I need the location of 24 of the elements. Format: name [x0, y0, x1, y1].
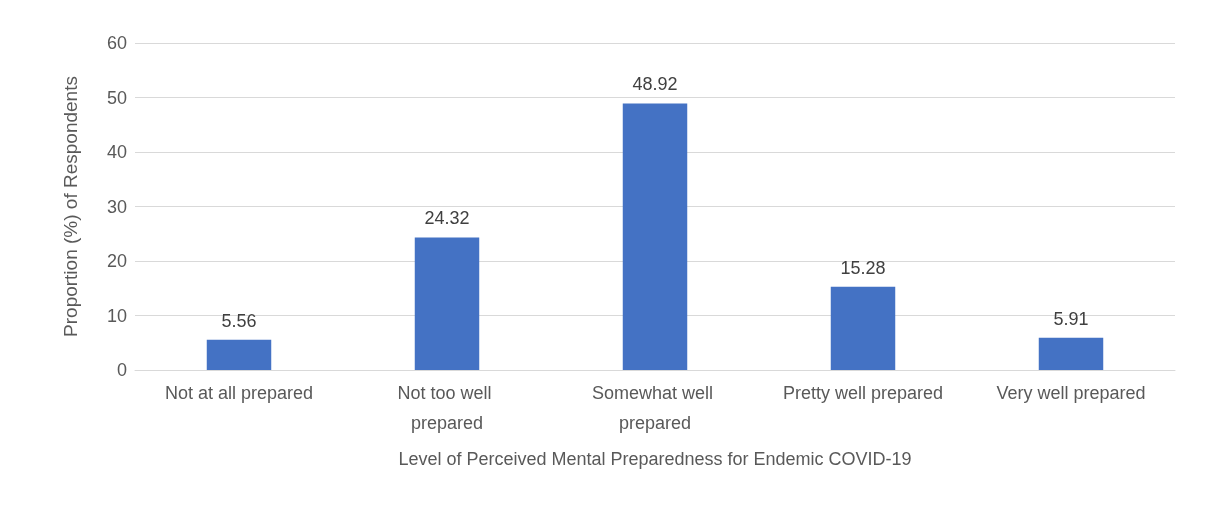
- y-tick-label: 40: [106, 142, 127, 162]
- bar: [830, 286, 896, 370]
- y-tick-label: 20: [106, 251, 127, 271]
- x-axis-title: Level of Perceived Mental Preparedness for Endemic COVID-19: [398, 449, 912, 469]
- y-tick-label: 0: [116, 360, 127, 380]
- bar: [622, 103, 688, 370]
- x-tick-label: Pretty well prepared: [782, 383, 944, 403]
- data-label: 24.32: [424, 208, 470, 229]
- data-label: 15.28: [840, 257, 886, 278]
- bar: [1038, 337, 1104, 370]
- x-tick-label: Not at all prepared: [164, 383, 314, 403]
- y-tick-label: 30: [106, 196, 127, 217]
- data-label: 5.91: [1053, 308, 1089, 329]
- y-tick-label: 10: [106, 305, 127, 326]
- x-tick-label: Somewhat well prepared: [591, 383, 719, 433]
- x-tick-label: Not too well prepared: [397, 383, 497, 433]
- y-tick-label: 60: [106, 33, 127, 53]
- x-tick-label: Very well prepared: [996, 383, 1146, 403]
- y-axis-title: Proportion (%) of Respondents: [60, 76, 81, 337]
- bar: [206, 339, 272, 370]
- bar: [414, 237, 480, 370]
- data-label: 5.56: [221, 310, 257, 331]
- y-tick-label: 50: [106, 87, 127, 108]
- data-label: 48.92: [632, 74, 678, 95]
